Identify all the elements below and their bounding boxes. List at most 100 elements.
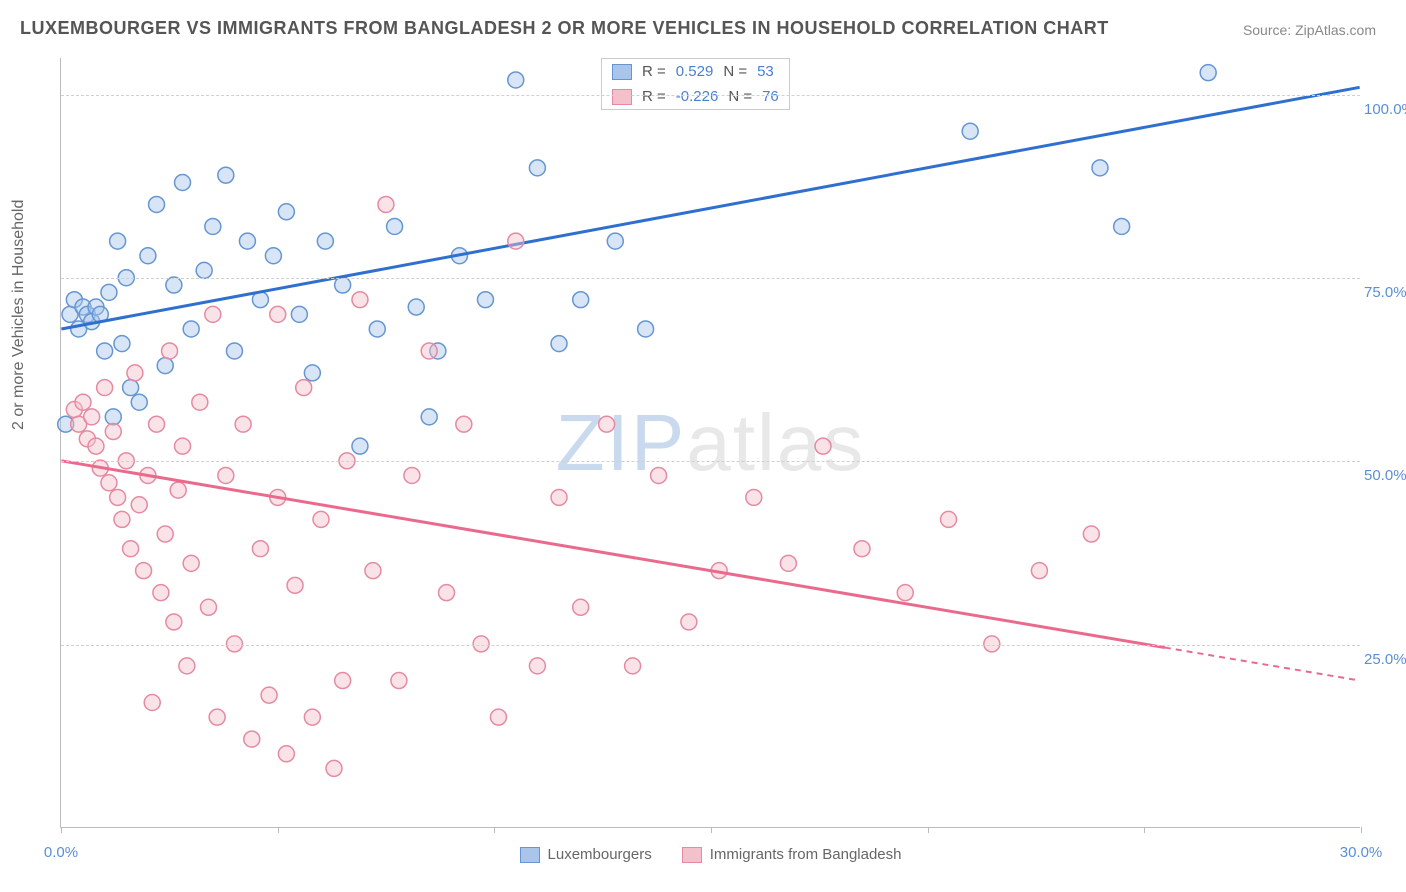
data-point — [508, 233, 524, 249]
xtick — [1361, 827, 1362, 833]
chart-title: LUXEMBOURGER VS IMMIGRANTS FROM BANGLADE… — [20, 18, 1109, 39]
ytick-label: 50.0% — [1364, 467, 1406, 484]
data-point — [1083, 526, 1099, 542]
ytick-label: 25.0% — [1364, 651, 1406, 668]
legend-row-series-0: R = 0.529 N = 53 — [602, 59, 789, 84]
data-point — [573, 599, 589, 615]
chart-container: LUXEMBOURGER VS IMMIGRANTS FROM BANGLADE… — [0, 0, 1406, 892]
data-point — [88, 438, 104, 454]
data-point — [183, 555, 199, 571]
data-point — [114, 336, 130, 352]
data-point — [746, 489, 762, 505]
data-point — [421, 409, 437, 425]
swatch-bottom-0 — [520, 847, 540, 863]
data-point — [200, 599, 216, 615]
data-point — [287, 577, 303, 593]
gridline — [61, 461, 1360, 462]
data-point — [157, 358, 173, 374]
data-point — [239, 233, 255, 249]
data-point — [780, 555, 796, 571]
data-point — [205, 218, 221, 234]
data-point — [278, 204, 294, 220]
data-point — [941, 511, 957, 527]
data-point — [244, 731, 260, 747]
data-point — [625, 658, 641, 674]
data-point — [218, 467, 234, 483]
data-point — [278, 746, 294, 762]
data-point — [183, 321, 199, 337]
data-point — [252, 541, 268, 557]
legend-item-1: Immigrants from Bangladesh — [682, 846, 902, 863]
data-point — [1114, 218, 1130, 234]
ytick-label: 75.0% — [1364, 284, 1406, 301]
data-point — [1092, 160, 1108, 176]
data-point — [529, 658, 545, 674]
data-point — [335, 673, 351, 689]
data-point — [1031, 563, 1047, 579]
data-point — [1200, 65, 1216, 81]
data-point — [296, 380, 312, 396]
data-point — [114, 511, 130, 527]
data-point — [304, 365, 320, 381]
data-point — [265, 248, 281, 264]
r-label: R = — [642, 88, 666, 105]
data-point — [166, 614, 182, 630]
data-point — [551, 489, 567, 505]
data-point — [352, 292, 368, 308]
xtick — [928, 827, 929, 833]
data-point — [326, 760, 342, 776]
data-point — [638, 321, 654, 337]
data-point — [573, 292, 589, 308]
r-value-0: 0.529 — [676, 63, 714, 80]
xtick — [711, 827, 712, 833]
data-point — [651, 467, 667, 483]
data-point — [97, 343, 113, 359]
data-point — [313, 511, 329, 527]
data-point — [391, 673, 407, 689]
data-point — [136, 563, 152, 579]
data-point — [162, 343, 178, 359]
n-label: N = — [723, 63, 747, 80]
data-point — [170, 482, 186, 498]
data-point — [599, 416, 615, 432]
data-point — [962, 123, 978, 139]
r-label: R = — [642, 63, 666, 80]
data-point — [854, 541, 870, 557]
data-point — [226, 343, 242, 359]
data-point — [205, 306, 221, 322]
legend-label-0: Luxembourgers — [548, 846, 652, 863]
data-point — [235, 416, 251, 432]
data-point — [408, 299, 424, 315]
data-point — [551, 336, 567, 352]
data-point — [352, 438, 368, 454]
data-point — [529, 160, 545, 176]
regression-line — [61, 87, 1359, 329]
xtick-label: 0.0% — [44, 844, 78, 861]
swatch-series-1 — [612, 89, 632, 105]
data-point — [439, 585, 455, 601]
data-point — [378, 196, 394, 212]
regression-line — [61, 461, 1165, 648]
data-point — [261, 687, 277, 703]
n-value-1: 76 — [762, 88, 779, 105]
legend-correlation: R = 0.529 N = 53 R = -0.226 N = 76 — [601, 58, 790, 110]
data-point — [192, 394, 208, 410]
data-point — [149, 416, 165, 432]
data-point — [101, 475, 117, 491]
data-point — [101, 284, 117, 300]
data-point — [291, 306, 307, 322]
n-value-0: 53 — [757, 63, 774, 80]
data-point — [175, 175, 191, 191]
data-point — [123, 541, 139, 557]
source-attribution: Source: ZipAtlas.com — [1243, 22, 1376, 38]
data-point — [140, 248, 156, 264]
ytick-label: 100.0% — [1364, 101, 1406, 118]
data-point — [123, 380, 139, 396]
data-point — [127, 365, 143, 381]
data-point — [681, 614, 697, 630]
legend-item-0: Luxembourgers — [520, 846, 652, 863]
legend-label-1: Immigrants from Bangladesh — [710, 846, 902, 863]
data-point — [304, 709, 320, 725]
n-label: N = — [728, 88, 752, 105]
data-point — [508, 72, 524, 88]
